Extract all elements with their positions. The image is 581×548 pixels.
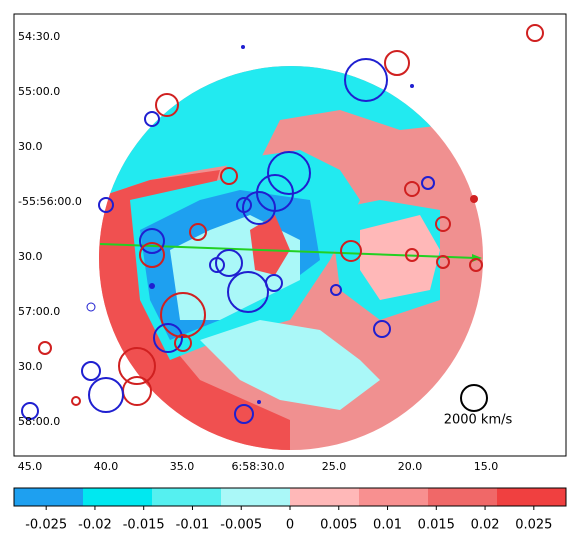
colorbar-segment	[428, 488, 498, 506]
colorbar-segment	[221, 488, 291, 506]
colorbar-tick-label: 0.01	[373, 518, 402, 533]
y-tick-label: 57:00.0	[18, 305, 60, 318]
colorbar-tick-label: 0	[286, 518, 294, 533]
colorbar-segment	[290, 488, 360, 506]
colorbar-tick-label: -0.025	[25, 518, 67, 533]
colorbar-tick-label: -0.02	[78, 518, 112, 533]
velocity-map	[99, 66, 483, 450]
x-tick-label: 25.0	[322, 460, 347, 473]
y-tick-label: -55:56:00.0	[18, 195, 82, 208]
scale-circle	[460, 384, 488, 412]
scale-label: 2000 km/s	[444, 413, 513, 428]
x-tick-label: 6:58:30.0	[232, 460, 285, 473]
x-tick-label: 40.0	[94, 460, 119, 473]
colorbar-tick-label: 0.025	[515, 518, 552, 533]
y-tick-label: 30.0	[18, 360, 43, 373]
colorbar-tick-label: 0.02	[471, 518, 500, 533]
y-tick-label: 54:30.0	[18, 30, 60, 43]
x-tick-label: 20.0	[398, 460, 423, 473]
colorbar-segment	[83, 488, 153, 506]
colorbar-segment	[14, 488, 84, 506]
colorbar-tick-label: -0.01	[176, 518, 210, 533]
x-tick-label: 35.0	[170, 460, 195, 473]
y-tick-label: 30.0	[18, 250, 43, 263]
plot-frame	[13, 13, 567, 457]
colorbar-segment	[497, 488, 567, 506]
colorbar-tick-label: 0.005	[320, 518, 357, 533]
colorbar-segment	[359, 488, 429, 506]
colorbar-tick-label: -0.005	[220, 518, 262, 533]
galaxy-markers	[21, 24, 544, 424]
colorbar-tick-label: -0.015	[123, 518, 165, 533]
colorbar-segment	[152, 488, 222, 506]
y-tick-label: 30.0	[18, 140, 43, 153]
y-tick-label: 58:00.0	[18, 415, 60, 428]
y-tick-label: 55:00.0	[18, 85, 60, 98]
x-tick-label: 45.0	[18, 460, 43, 473]
x-tick-label: 15.0	[474, 460, 499, 473]
colorbar-tick-label: 0.015	[418, 518, 455, 533]
